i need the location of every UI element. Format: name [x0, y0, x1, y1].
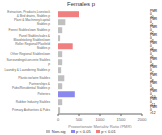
svg-text:Surroundings/concrete Stablesp: Surroundings/concrete Stablesp [8, 58, 50, 66]
svg-text:Plant & Machinery/capitalStabl: Plant & Machinery/capitalStables p [14, 18, 50, 26]
svg-text:1000: 1000 [96, 117, 106, 122]
svg-text:2000: 2000 [138, 117, 148, 122]
svg-text:Extraction, Products,Livestock: Extraction, Products,Livestock& Bird dra… [8, 10, 50, 18]
svg-text:Other Regional Stables/own: Other Regional Stables/own [10, 52, 50, 56]
svg-text:Roller Regional/PlasfieldStabl: Roller Regional/PlasfieldStables p [15, 42, 50, 50]
svg-text:500: 500 [76, 117, 83, 122]
svg-text:Panel Stables/sales &Bloodstok: Panel Stables/sales &Bloodstoking Stable… [13, 34, 50, 42]
svg-text:Forest Stables/own Stables p: Forest Stables/own Stables p [9, 28, 51, 32]
svg-text:Proportionate Mortality Ratio: Proportionate Mortality Ratio (PMR) [68, 124, 132, 128]
svg-text:Plasticise/wire Stables: Plasticise/wire Stables [18, 76, 50, 80]
svg-text:0: 0 [57, 117, 60, 122]
svg-text:PMR0>12: PMR0>12 [150, 105, 154, 115]
svg-text:Potteries: Potteries [37, 92, 50, 96]
svg-text:Rubber Industry Stables: Rubber Industry Stables [16, 100, 51, 104]
svg-text:Primary Authorities & Pubs: Primary Authorities & Pubs [12, 108, 50, 112]
svg-text:Partnerships &Pubs/Residential: Partnerships &Pubs/Residential Stables p [12, 82, 51, 90]
svg-text:1500: 1500 [117, 117, 127, 122]
svg-text:Laundry & Laundering Stables p: Laundry & Laundering Stables p [8, 68, 50, 72]
